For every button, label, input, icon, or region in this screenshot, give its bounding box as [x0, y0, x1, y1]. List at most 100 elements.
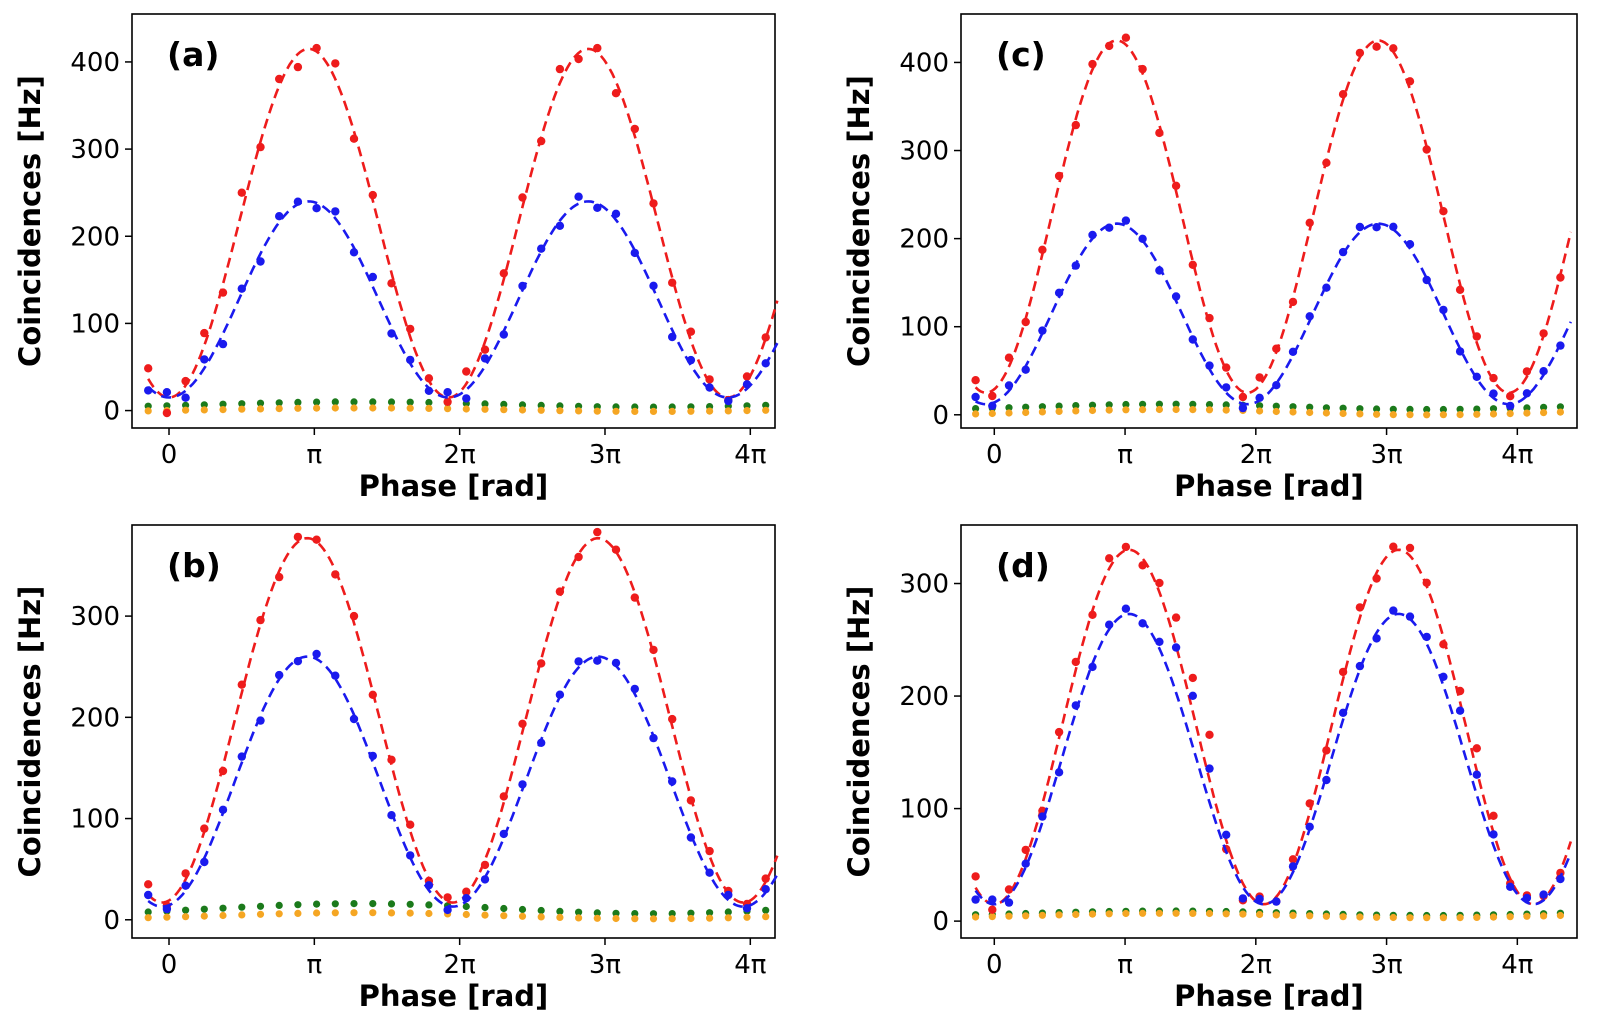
data-point-red [406, 820, 415, 829]
data-point-orange [369, 909, 377, 917]
data-point-blue [988, 401, 997, 410]
data-point-blue [1088, 230, 1097, 240]
data-point-green [350, 398, 358, 406]
data-point-blue [988, 895, 997, 904]
data-point-red [1439, 207, 1448, 216]
data-point-red [1222, 363, 1231, 372]
data-point-blue [218, 805, 228, 814]
data-point-orange [1506, 913, 1514, 921]
data-point-blue [462, 394, 471, 403]
data-point-blue [181, 393, 190, 402]
data-point-green [593, 909, 601, 917]
data-point-green [724, 908, 732, 916]
data-point-blue [1338, 708, 1348, 717]
data-point-blue [555, 221, 565, 230]
plot-frame [131, 13, 776, 429]
data-point-blue [705, 383, 714, 392]
data-point-orange [649, 915, 658, 923]
data-point-green [219, 904, 227, 912]
data-point-red [668, 278, 677, 287]
data-point-red [293, 62, 303, 72]
data-point-blue [555, 690, 565, 699]
fit-curve-blue [147, 200, 779, 399]
x-tick-label: π [1117, 950, 1133, 980]
data-point-red [181, 376, 190, 386]
data-point-blue [275, 212, 284, 221]
data-point-green [518, 905, 527, 914]
data-point-blue [593, 203, 602, 212]
data-point-blue [1171, 643, 1181, 652]
data-point-orange [556, 913, 564, 922]
data-point-green [331, 398, 339, 406]
data-point-orange [294, 909, 302, 918]
data-point-blue [1171, 292, 1181, 301]
data-point-orange [387, 909, 396, 917]
data-point-orange [275, 910, 283, 918]
data-point-orange [369, 404, 377, 412]
data-point-blue [668, 777, 677, 786]
data-point-red [761, 333, 770, 342]
data-point-blue [218, 339, 228, 349]
data-point-orange [556, 407, 564, 415]
data-point-blue [1121, 216, 1131, 225]
data-point-green [500, 904, 508, 913]
data-point-blue [443, 905, 452, 915]
data-point-blue [1389, 222, 1398, 231]
data-point-red [1054, 171, 1064, 181]
data-point-orange [1272, 911, 1280, 919]
data-point-red [1171, 181, 1181, 190]
data-point-blue [705, 868, 714, 877]
data-point-orange [1222, 406, 1230, 414]
data-point-green [537, 906, 545, 915]
x-tick-label: 0 [986, 950, 1003, 980]
x-tick-label: π [1117, 440, 1133, 470]
data-point-blue [537, 244, 546, 253]
data-point-blue [1272, 381, 1281, 390]
data-point-orange [481, 405, 489, 413]
data-point-red [1105, 41, 1114, 51]
data-point-orange [1473, 913, 1481, 922]
data-point-orange [972, 410, 980, 418]
data-point-blue [349, 248, 359, 257]
data-point-orange [163, 913, 171, 921]
data-point-red [593, 527, 602, 537]
data-point-blue [349, 714, 359, 724]
data-point-red [368, 690, 377, 699]
x-tick-label: 3π [589, 950, 621, 980]
data-point-blue [724, 396, 733, 406]
data-point-red [1322, 746, 1331, 755]
data-point-blue [742, 380, 752, 389]
data-point-red [1506, 392, 1515, 401]
data-point-blue [668, 332, 677, 342]
data-point-blue [1071, 261, 1081, 270]
data-point-green [1339, 404, 1347, 412]
data-point-orange [1205, 909, 1214, 918]
data-point-blue [1422, 275, 1431, 285]
data-point-orange [537, 406, 545, 414]
data-point-green [972, 405, 980, 413]
data-point-red [218, 288, 228, 297]
data-point-green [219, 400, 227, 408]
data-point-blue [387, 329, 396, 338]
data-point-orange [1088, 406, 1097, 415]
data-point-green [369, 900, 377, 908]
data-point-red [312, 43, 321, 53]
data-point-blue [574, 192, 583, 201]
data-point-orange [350, 909, 358, 917]
data-point-blue [1439, 305, 1448, 315]
data-point-orange [1088, 910, 1097, 918]
data-point-orange [762, 406, 770, 414]
y-tick-label: 300 [899, 137, 949, 167]
data-point-red [499, 792, 508, 801]
data-point-orange [1339, 409, 1347, 418]
plot-frame [131, 524, 776, 939]
data-point-green [387, 900, 396, 908]
data-point-orange [518, 406, 527, 414]
data-point-blue [761, 359, 770, 368]
data-point-red [1489, 373, 1498, 383]
data-point-blue [1004, 898, 1014, 907]
data-point-red [1522, 367, 1532, 376]
data-point-blue [1506, 401, 1515, 411]
data-point-green [275, 901, 283, 910]
data-point-red [1205, 730, 1214, 739]
